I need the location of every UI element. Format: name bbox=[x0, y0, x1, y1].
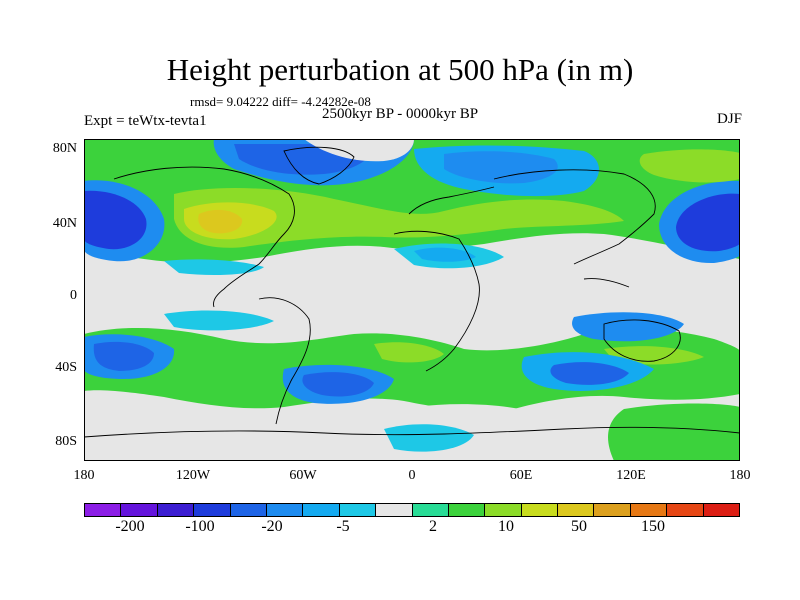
field-arctic-east-yellowgreen bbox=[639, 149, 740, 183]
colorbar-swatch bbox=[485, 504, 522, 516]
lon-label-120w: 120W bbox=[175, 468, 211, 483]
lat-label-80n: 80N bbox=[52, 141, 77, 156]
lon-label-180w: 180 bbox=[73, 468, 95, 483]
colorbar-label-m200: -200 bbox=[115, 518, 145, 535]
field-antarctic-blue bbox=[384, 424, 474, 452]
lon-label-60e: 60E bbox=[509, 468, 533, 483]
coast-europe bbox=[408, 186, 495, 215]
field-tropics-blue-3 bbox=[414, 247, 476, 262]
colorbar-swatch bbox=[85, 504, 122, 516]
field-south-pale-2 bbox=[410, 404, 544, 431]
coast-south-america bbox=[258, 297, 311, 425]
colorbar-label-m5: -5 bbox=[336, 518, 350, 535]
colorbar-swatch bbox=[157, 504, 195, 516]
lat-label-40n: 40N bbox=[52, 216, 77, 231]
field-tropics-blue-1 bbox=[164, 259, 264, 275]
colorbar-label-150: 150 bbox=[641, 518, 665, 535]
field-npacific-east-deep bbox=[676, 193, 740, 252]
colorbar-swatch bbox=[412, 504, 449, 516]
period-label: 2500kyr BP - 0000kyr BP bbox=[321, 106, 479, 122]
map-title: Height perturbation at 500 hPa (in m) bbox=[166, 52, 634, 87]
field-south-deep-2 bbox=[302, 372, 374, 397]
field-south-deep-4 bbox=[550, 362, 629, 385]
coast-asia bbox=[493, 169, 656, 265]
map-frame bbox=[84, 139, 740, 461]
coast-north-america bbox=[113, 166, 295, 308]
colorbar-label-2: 2 bbox=[429, 518, 437, 535]
lat-label-40s: 40S bbox=[55, 360, 77, 375]
coast-australia bbox=[603, 319, 681, 362]
field-npacific-west-deep bbox=[84, 190, 147, 250]
lat-label-eq: 0 bbox=[70, 288, 77, 303]
field-south-blue-3 bbox=[572, 312, 684, 342]
field-eurasia-deepblue bbox=[444, 151, 558, 184]
field-south-deep-1 bbox=[93, 341, 154, 371]
lon-label-180e: 180 bbox=[729, 468, 751, 483]
coast-greenland bbox=[283, 146, 355, 185]
field-north-yellowgreen bbox=[174, 187, 624, 248]
coast-indonesia bbox=[583, 278, 630, 288]
field-south-pale-1 bbox=[204, 409, 372, 445]
colorbar-swatch bbox=[194, 504, 231, 516]
colorbar-swatch bbox=[594, 504, 631, 516]
colorbar-swatch bbox=[376, 504, 413, 516]
colorbar-swatch bbox=[266, 504, 304, 516]
lon-label-60w: 60W bbox=[289, 468, 317, 483]
coast-antarctica bbox=[84, 426, 740, 438]
colorbar-swatch bbox=[121, 504, 158, 516]
colorbar-swatch bbox=[230, 504, 267, 516]
stats-line: rmsd= 9.04222 diff= -4.24282e-08 bbox=[190, 94, 371, 109]
lon-label-0: 0 bbox=[408, 468, 416, 483]
colorbar-swatch bbox=[339, 504, 377, 516]
colorbar-label-m100: -100 bbox=[185, 518, 215, 535]
colorbar-label-10: 10 bbox=[498, 518, 514, 535]
lat-label-80s: 80S bbox=[55, 434, 77, 449]
colorbar-swatch bbox=[448, 504, 486, 516]
colorbar-swatch bbox=[303, 504, 340, 516]
colorbar bbox=[84, 503, 740, 517]
colorbar-swatch bbox=[558, 504, 595, 516]
season-label: DJF bbox=[716, 111, 742, 127]
field-arctic-pale bbox=[304, 139, 414, 162]
colorbar-label-50: 50 bbox=[571, 518, 587, 535]
colorbar-swatch bbox=[521, 504, 559, 516]
field-south-yellowgreen-1 bbox=[374, 342, 444, 363]
field-tropics-blue-4 bbox=[164, 310, 274, 331]
lon-label-120e: 120E bbox=[616, 468, 646, 483]
height-perturbation-map bbox=[84, 139, 740, 461]
colorbar-swatch bbox=[703, 504, 740, 516]
colorbar-label-m20: -20 bbox=[261, 518, 283, 535]
field-antarctic-green bbox=[608, 403, 740, 461]
colorbar-swatch bbox=[667, 504, 704, 516]
colorbar-swatch bbox=[630, 504, 668, 516]
field-north-orange bbox=[198, 209, 243, 234]
coast-africa bbox=[393, 230, 480, 372]
coastlines bbox=[84, 146, 740, 438]
experiment-label: Expt = teWtx-tevta1 bbox=[84, 113, 207, 129]
